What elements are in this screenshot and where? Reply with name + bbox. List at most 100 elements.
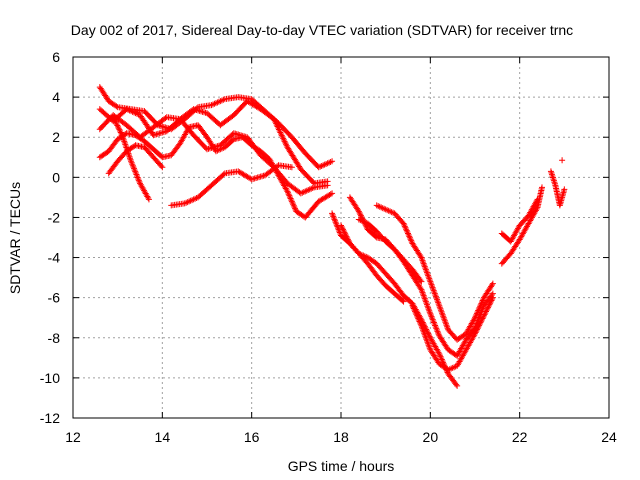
data-point: [373, 202, 380, 209]
data-point: [471, 332, 478, 339]
data-point: [297, 190, 304, 197]
data-point: [417, 285, 424, 292]
data-point: [299, 189, 306, 196]
data-point: [324, 182, 331, 189]
data-point: [302, 188, 309, 195]
y-tick-label: -2: [48, 209, 61, 225]
data-point: [162, 115, 169, 122]
data-point: [432, 322, 439, 329]
data-point: [183, 199, 190, 206]
data-point: [306, 186, 313, 193]
data-point: [435, 331, 442, 338]
data-point: [209, 101, 216, 108]
data-point: [338, 222, 344, 229]
data-point: [408, 237, 415, 244]
data-point: [451, 364, 458, 371]
data-point: [345, 237, 352, 244]
y-tick-label: 0: [52, 169, 60, 185]
data-point: [132, 110, 139, 117]
data-point: [344, 234, 351, 241]
data-point: [273, 120, 280, 127]
data-point: [431, 321, 438, 328]
data-point: [479, 297, 486, 304]
data-point: [342, 230, 349, 237]
data-point: [453, 381, 460, 388]
data-point: [474, 308, 481, 315]
data-point: [358, 217, 365, 224]
data-point: [327, 158, 334, 165]
data-point: [479, 315, 486, 322]
data-point: [145, 196, 152, 203]
data-point: [128, 108, 135, 115]
data-point: [433, 325, 440, 332]
data-point: [211, 100, 218, 107]
data-point: [488, 297, 495, 304]
data-point: [271, 116, 277, 123]
data-point: [283, 186, 290, 193]
data-point: [427, 312, 434, 319]
data-point: [327, 191, 334, 198]
data-point: [330, 214, 337, 221]
data-point: [218, 145, 225, 152]
data-point: [358, 251, 365, 258]
data-point: [315, 164, 322, 171]
data-point: [318, 162, 325, 169]
data-point: [115, 123, 122, 130]
data-point: [158, 163, 165, 170]
data-point: [478, 318, 485, 325]
data-point: [215, 146, 222, 153]
data-point: [438, 355, 445, 362]
data-point: [135, 175, 142, 182]
y-tick-label: -10: [40, 370, 60, 386]
data-point: [212, 100, 219, 107]
data-point: [278, 132, 285, 139]
y-tick-label: -8: [48, 330, 61, 346]
data-point: [474, 326, 481, 333]
data-point: [427, 310, 434, 317]
data-point: [338, 223, 345, 230]
data-point: [477, 303, 484, 310]
data-point: [436, 352, 443, 359]
data-point: [130, 164, 137, 171]
data-point: [288, 164, 295, 171]
data-point: [417, 253, 424, 260]
data-point: [112, 119, 119, 126]
data-point: [342, 232, 349, 239]
data-point: [284, 188, 291, 195]
data-point: [125, 106, 132, 113]
data-point: [388, 209, 395, 216]
data-point: [282, 139, 289, 146]
data-point: [332, 219, 339, 226]
data-point: [129, 161, 136, 168]
y-tick-label: -6: [48, 290, 61, 306]
data-point: [329, 211, 336, 218]
data-point: [286, 194, 293, 201]
data-point: [480, 312, 487, 319]
data-point: [485, 304, 492, 311]
data-point: [126, 107, 133, 114]
x-tick-label: 24: [601, 429, 617, 445]
y-tick-labels: -12 -10 -8 -6 -4 -2 0 2 4 6: [40, 49, 60, 426]
data-point: [340, 228, 347, 235]
y-tick-label: 2: [52, 129, 60, 145]
data-point: [305, 187, 312, 194]
data-point: [217, 146, 224, 153]
data-point: [131, 167, 138, 174]
data-point: [329, 210, 336, 217]
data-point: [128, 158, 135, 165]
data-point: [292, 205, 299, 212]
data-markers: [96, 84, 568, 389]
data-point: [403, 227, 410, 234]
data-point: [410, 305, 417, 312]
data-point: [411, 306, 418, 313]
data-point: [489, 280, 496, 287]
data-point: [477, 301, 484, 308]
data-point: [539, 184, 545, 191]
data-point: [438, 356, 445, 363]
data-point: [320, 162, 327, 169]
data-point: [406, 233, 413, 240]
data-point: [402, 224, 409, 231]
data-point: [132, 170, 139, 177]
data-point: [126, 153, 133, 160]
data-point: [473, 310, 480, 317]
